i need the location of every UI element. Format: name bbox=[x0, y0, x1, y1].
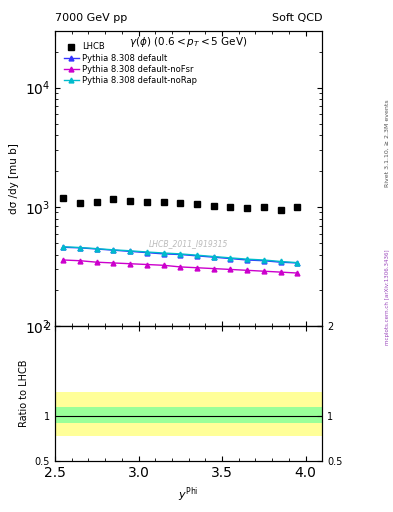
LHCB bbox=[278, 207, 283, 214]
LHCB bbox=[128, 198, 132, 204]
Pythia 8.308 default bbox=[261, 258, 266, 264]
LHCB bbox=[94, 199, 99, 205]
Pythia 8.308 default-noRap bbox=[195, 252, 199, 258]
Pythia 8.308 default-noFsr bbox=[228, 266, 233, 272]
LHCB bbox=[195, 201, 199, 207]
Pythia 8.308 default-noFsr bbox=[61, 257, 66, 263]
Line: Pythia 8.308 default-noRap: Pythia 8.308 default-noRap bbox=[61, 244, 299, 265]
LHCB bbox=[111, 196, 116, 202]
Line: LHCB: LHCB bbox=[60, 195, 301, 214]
Pythia 8.308 default-noFsr bbox=[78, 258, 83, 264]
X-axis label: $y^{\rm Phi}$: $y^{\rm Phi}$ bbox=[178, 485, 199, 504]
LHCB bbox=[245, 205, 250, 211]
LHCB bbox=[228, 204, 233, 210]
Pythia 8.308 default-noFsr bbox=[278, 269, 283, 275]
Pythia 8.308 default bbox=[94, 246, 99, 252]
Text: LHCB_2011_I919315: LHCB_2011_I919315 bbox=[149, 239, 228, 248]
Pythia 8.308 default bbox=[128, 248, 132, 254]
LHCB bbox=[161, 199, 166, 205]
Pythia 8.308 default bbox=[211, 254, 216, 260]
Line: Pythia 8.308 default: Pythia 8.308 default bbox=[61, 245, 299, 265]
Pythia 8.308 default-noRap bbox=[145, 249, 149, 255]
Pythia 8.308 default-noRap bbox=[245, 256, 250, 262]
Pythia 8.308 default bbox=[278, 259, 283, 265]
LHCB bbox=[145, 199, 149, 205]
Pythia 8.308 default-noFsr bbox=[195, 265, 199, 271]
Pythia 8.308 default-noRap bbox=[295, 260, 299, 266]
Pythia 8.308 default-noRap bbox=[211, 253, 216, 260]
Text: Soft QCD: Soft QCD bbox=[272, 13, 322, 23]
Pythia 8.308 default-noRap bbox=[161, 250, 166, 256]
Pythia 8.308 default bbox=[245, 257, 250, 263]
Pythia 8.308 default-noRap bbox=[178, 251, 183, 257]
Pythia 8.308 default bbox=[145, 249, 149, 255]
Pythia 8.308 default bbox=[111, 247, 116, 253]
Pythia 8.308 default-noFsr bbox=[211, 266, 216, 272]
Pythia 8.308 default-noRap bbox=[94, 246, 99, 252]
Pythia 8.308 default bbox=[61, 244, 66, 250]
LHCB bbox=[211, 202, 216, 208]
Y-axis label: dσ /dy [mu b]: dσ /dy [mu b] bbox=[9, 143, 19, 214]
Pythia 8.308 default-noRap bbox=[278, 259, 283, 265]
Pythia 8.308 default bbox=[161, 251, 166, 257]
Pythia 8.308 default bbox=[78, 245, 83, 251]
Text: mcplots.cern.ch [arXiv:1306.3436]: mcplots.cern.ch [arXiv:1306.3436] bbox=[385, 249, 389, 345]
Legend: LHCB, Pythia 8.308 default, Pythia 8.308 default-noFsr, Pythia 8.308 default-noR: LHCB, Pythia 8.308 default, Pythia 8.308… bbox=[62, 41, 198, 87]
Pythia 8.308 default-noRap bbox=[78, 244, 83, 250]
Pythia 8.308 default-noFsr bbox=[145, 262, 149, 268]
LHCB bbox=[295, 203, 299, 209]
Pythia 8.308 default-noRap bbox=[128, 248, 132, 254]
Pythia 8.308 default-noRap bbox=[111, 247, 116, 253]
Pythia 8.308 default-noFsr bbox=[161, 262, 166, 268]
Pythia 8.308 default-noFsr bbox=[111, 260, 116, 266]
Line: Pythia 8.308 default-noFsr: Pythia 8.308 default-noFsr bbox=[61, 258, 299, 275]
LHCB bbox=[78, 200, 83, 206]
Pythia 8.308 default-noFsr bbox=[295, 270, 299, 276]
LHCB bbox=[178, 200, 183, 206]
Pythia 8.308 default-noRap bbox=[261, 257, 266, 263]
LHCB bbox=[261, 204, 266, 210]
Text: 7000 GeV pp: 7000 GeV pp bbox=[55, 13, 127, 23]
Pythia 8.308 default-noFsr bbox=[261, 268, 266, 274]
Pythia 8.308 default-noFsr bbox=[94, 259, 99, 265]
Pythia 8.308 default-noFsr bbox=[178, 264, 183, 270]
Pythia 8.308 default bbox=[178, 251, 183, 258]
Pythia 8.308 default bbox=[228, 255, 233, 262]
Text: Rivet 3.1.10, ≥ 2.3M events: Rivet 3.1.10, ≥ 2.3M events bbox=[385, 99, 389, 187]
Y-axis label: Ratio to LHCB: Ratio to LHCB bbox=[19, 360, 29, 428]
LHCB bbox=[61, 196, 66, 202]
Pythia 8.308 default bbox=[295, 260, 299, 266]
Pythia 8.308 default-noRap bbox=[61, 244, 66, 250]
Pythia 8.308 default-noFsr bbox=[128, 261, 132, 267]
Pythia 8.308 default-noFsr bbox=[245, 267, 250, 273]
Pythia 8.308 default bbox=[195, 253, 199, 259]
Text: $\gamma(\phi)\ (0.6 < p_T < 5\ \mathrm{GeV})$: $\gamma(\phi)\ (0.6 < p_T < 5\ \mathrm{G… bbox=[129, 35, 248, 49]
Pythia 8.308 default-noRap bbox=[228, 255, 233, 261]
